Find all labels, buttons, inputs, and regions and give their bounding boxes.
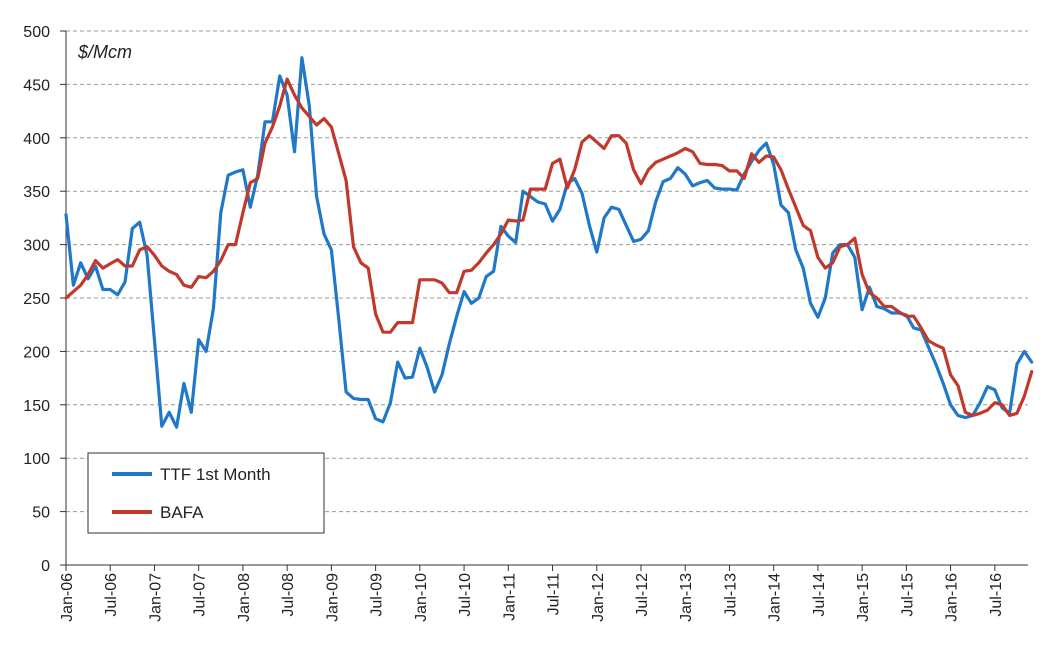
y-tick-label: 50 [32,505,50,522]
y-axis-tick-labels: 0 50 100 150 200 250 300 350 400 450 500 [23,24,50,575]
x-axis-tick-labels: Jan-06 Jul-06 Jan-07 Jul-07 Jan-08 Jul-08 Jan-… [59,573,1005,622]
x-tick-label: Jan-16 [944,573,961,622]
x-tick-label: Jan-07 [147,573,164,622]
y-tick-label: 150 [23,398,50,415]
x-tick-label: Jul-08 [280,573,297,617]
gridlines [66,30,1028,513]
y-tick-label: 250 [23,291,50,308]
y-tick-label: 300 [23,238,50,255]
x-tick-label: Jan-14 [767,573,784,622]
y-tick-label: 100 [23,451,50,468]
series-lines [64,56,1034,429]
y-tick-label: 350 [23,184,50,201]
y-tick-label: 450 [23,77,50,94]
x-tick-label: Jan-11 [501,573,518,621]
x-tick-label: Jan-09 [324,573,341,622]
unit-label: $/Mcm [77,42,132,62]
x-tick-label: Jul-11 [546,573,563,615]
legend-label-bafa: BAFA [160,503,204,522]
x-tick-label: Jan-08 [236,573,253,622]
x-tick-label: Jan-13 [678,573,695,622]
x-tick-label: Jul-15 [899,573,916,617]
x-tick-label: Jul-13 [722,573,739,617]
y-tick-label: 500 [23,24,50,41]
x-tick-label: Jan-15 [855,573,872,622]
x-tick-label: Jul-07 [192,573,209,617]
legend: TTF 1st Month BAFA [87,452,325,534]
x-tick-label: Jul-09 [369,573,386,617]
legend-label-ttf: TTF 1st Month [160,465,271,484]
x-tick-label: Jan-10 [413,573,430,622]
series-line-bafa [64,77,1034,418]
x-tick-label: Jul-06 [103,573,120,617]
x-tick-label: Jul-12 [634,573,651,617]
x-tick-label: Jul-14 [811,573,828,617]
y-tick-label: 200 [23,344,50,361]
y-tick-label: 0 [41,558,50,575]
series-line-ttf-1st-month [64,56,1034,429]
x-tick-label: Jan-12 [590,573,607,622]
x-tick-label: Jul-16 [988,573,1005,617]
x-tick-label: Jan-06 [59,573,76,622]
y-tick-label: 400 [23,131,50,148]
legend-box [87,452,325,534]
x-tick-label: Jul-10 [457,573,474,617]
